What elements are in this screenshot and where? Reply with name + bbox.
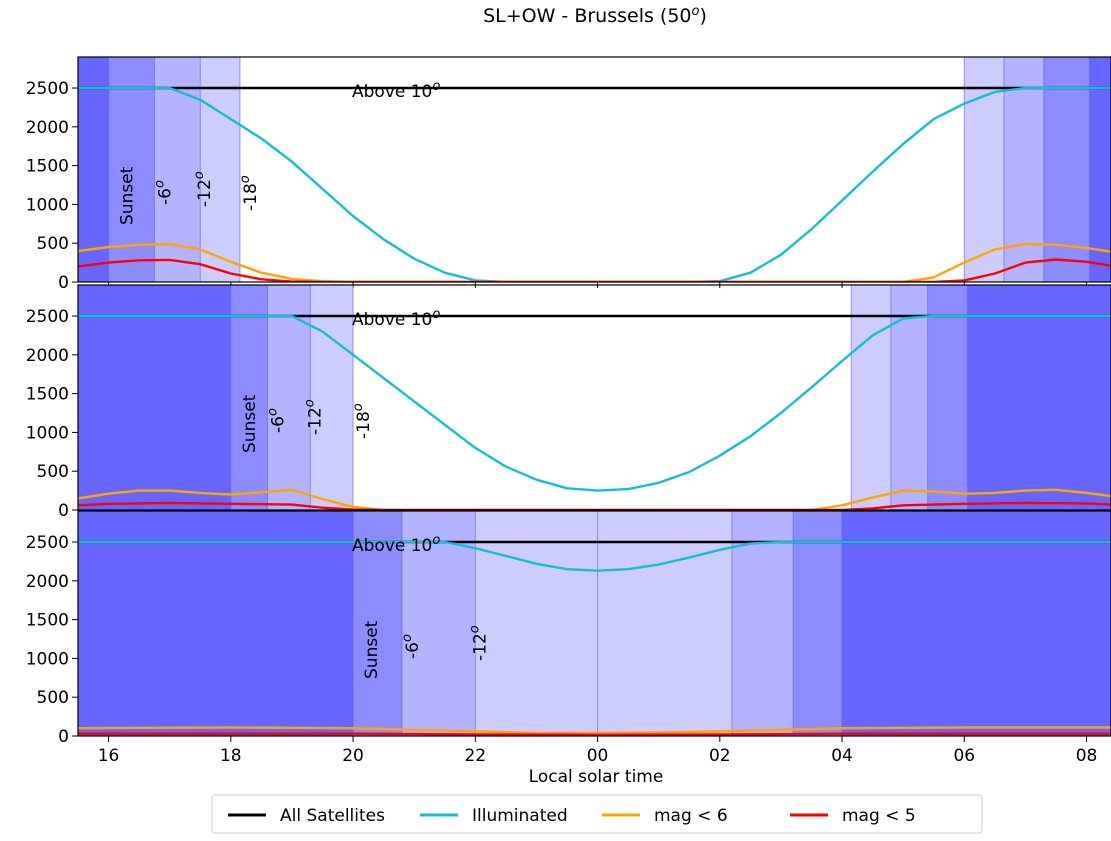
y-tick-label: 500 bbox=[37, 462, 69, 482]
twilight-band bbox=[267, 285, 311, 510]
legend-item: Illuminated bbox=[420, 806, 568, 826]
twilight-band bbox=[310, 285, 354, 510]
annotation-minus-12: -12o bbox=[192, 171, 215, 207]
annotation-minus-6: -6o bbox=[265, 408, 288, 433]
series-line-illuminated bbox=[78, 314, 1111, 492]
annotation-minus-12: -12o bbox=[302, 399, 325, 435]
legend-label: Illuminated bbox=[472, 806, 568, 826]
panel-frame bbox=[77, 56, 1111, 283]
y-tick-label: 1000 bbox=[26, 423, 69, 443]
y-tick-label: 0 bbox=[58, 501, 69, 521]
x-tick-label: 02 bbox=[709, 746, 731, 766]
y-tick-label: 1500 bbox=[26, 157, 69, 177]
twilight-band bbox=[401, 511, 476, 736]
y-tick-label: 1500 bbox=[26, 385, 69, 405]
x-tick-label: 00 bbox=[587, 746, 609, 766]
y-tick-label: 2000 bbox=[26, 572, 69, 592]
y-tick-label: 500 bbox=[37, 234, 69, 254]
panel-2: 0 500 1000 1500 2000 2500 Above 10o Sunset -6o -1… bbox=[26, 284, 1111, 521]
legend-item: All Satellites bbox=[228, 806, 385, 826]
annotation-minus-18: -18o bbox=[238, 175, 261, 211]
legend-frame bbox=[211, 794, 983, 834]
twilight-band bbox=[353, 511, 402, 736]
y-tick-label: 0 bbox=[58, 727, 69, 747]
y-tick-label: 2500 bbox=[26, 307, 69, 327]
twilight-band bbox=[78, 511, 354, 736]
panel-1: 0 500 1000 1500 2000 2500 Above 10o Sunset -6o -1… bbox=[26, 56, 1111, 293]
panel-frame bbox=[77, 510, 1111, 737]
panel-plot-area bbox=[78, 285, 1111, 510]
twilight-band bbox=[793, 511, 843, 736]
x-tick-label: 08 bbox=[1076, 746, 1098, 766]
annotation-above-10: Above 10o bbox=[352, 79, 440, 102]
annotation-sunset: Sunset bbox=[240, 394, 260, 453]
series-line-mag-5 bbox=[78, 732, 1111, 736]
x-tick-label: 04 bbox=[831, 746, 853, 766]
twilight-band bbox=[78, 285, 231, 510]
x-tick-label: 20 bbox=[342, 746, 364, 766]
x-tick-label: 22 bbox=[464, 746, 486, 766]
series-line-mag-5 bbox=[78, 501, 1111, 510]
legend-label: mag < 6 bbox=[654, 806, 728, 826]
y-tick-label: 2000 bbox=[26, 346, 69, 366]
x-tick-label: 16 bbox=[98, 746, 120, 766]
annotation-minus-18: -18o bbox=[351, 403, 374, 439]
series-line-illuminated bbox=[78, 86, 1111, 282]
twilight-band bbox=[967, 285, 1111, 510]
annotation-above-10: Above 10o bbox=[352, 533, 440, 556]
twilight-band bbox=[200, 57, 240, 282]
legend-item: mag < 5 bbox=[790, 806, 916, 826]
annotation-minus-6: -6o bbox=[152, 180, 175, 205]
series-line-mag-5 bbox=[78, 258, 1111, 282]
y-tick-label: 1000 bbox=[26, 195, 69, 215]
twilight-band bbox=[78, 57, 109, 282]
series-line-mag-6 bbox=[78, 488, 1111, 510]
y-tick-label: 2500 bbox=[26, 533, 69, 553]
annotation-above-10: Above 10o bbox=[352, 307, 440, 330]
legend: All Satellites Illuminated mag < 6 mag < 5 bbox=[211, 794, 983, 834]
panel-3: 0 500 1000 1500 2000 2500 Above 10o Sunset -6o -1… bbox=[26, 510, 1111, 747]
legend-item: mag < 6 bbox=[602, 806, 728, 826]
x-axis-label: Local solar time bbox=[529, 767, 664, 787]
twilight-band bbox=[732, 511, 794, 736]
x-tick-label: 06 bbox=[953, 746, 975, 766]
chart-title: SL+OW - Brussels (50o) bbox=[483, 4, 707, 27]
twilight-band bbox=[851, 285, 891, 510]
legend-label: All Satellites bbox=[280, 806, 385, 826]
twilight-band bbox=[842, 511, 1111, 736]
y-tick-label: 500 bbox=[37, 688, 69, 708]
twilight-band bbox=[964, 57, 1005, 282]
y-tick-label: 2000 bbox=[26, 118, 69, 138]
series-line-illuminated bbox=[78, 540, 1111, 572]
panel-plot-area bbox=[78, 57, 1111, 282]
y-tick-label: 1000 bbox=[26, 649, 69, 669]
y-tick-label: 1500 bbox=[26, 611, 69, 631]
panel-frame bbox=[77, 284, 1111, 511]
twilight-band bbox=[230, 285, 268, 510]
annotation-sunset: Sunset bbox=[118, 166, 138, 225]
annotation-minus-12: -12o bbox=[467, 625, 490, 661]
series-line-mag-6 bbox=[78, 726, 1111, 735]
legend-label: mag < 5 bbox=[842, 806, 916, 826]
panel-plot-area bbox=[78, 511, 1111, 736]
twilight-band bbox=[927, 285, 968, 510]
annotation-minus-6: -6o bbox=[400, 634, 423, 659]
y-tick-label: 0 bbox=[58, 273, 69, 293]
twilight-band bbox=[475, 511, 733, 736]
annotation-sunset: Sunset bbox=[362, 620, 382, 679]
y-tick-label: 2500 bbox=[26, 79, 69, 99]
twilight-band bbox=[1089, 57, 1111, 282]
x-tick-label: 18 bbox=[220, 746, 242, 766]
